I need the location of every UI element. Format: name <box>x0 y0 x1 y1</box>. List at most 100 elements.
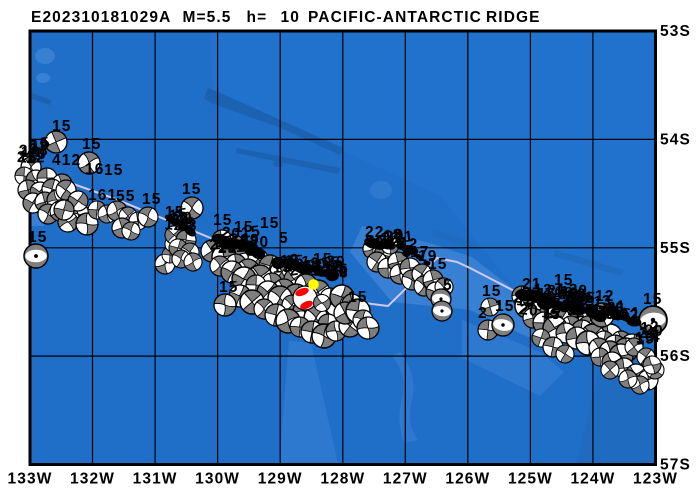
svg-text:161: 161 <box>88 187 117 204</box>
svg-text:19: 19 <box>562 288 582 306</box>
svg-text:20: 20 <box>574 302 596 322</box>
svg-text:19: 19 <box>634 327 656 347</box>
svg-text:132W: 132W <box>70 471 115 488</box>
svg-text:18: 18 <box>303 257 323 275</box>
svg-text:19: 19 <box>272 259 293 277</box>
svg-text:19: 19 <box>380 230 400 247</box>
svg-text:15: 15 <box>28 229 47 246</box>
svg-text:21: 21 <box>288 260 310 280</box>
svg-text:55S: 55S <box>660 240 691 257</box>
svg-text:E202310181029A: E202310181029A <box>31 9 171 26</box>
svg-text:15: 15 <box>386 234 407 253</box>
svg-text:12: 12 <box>164 216 185 235</box>
svg-text:20: 20 <box>384 226 406 246</box>
svg-text:131W: 131W <box>133 471 178 488</box>
svg-text:126W: 126W <box>445 471 490 488</box>
svg-text:123W: 123W <box>633 471 678 488</box>
svg-text:21: 21 <box>606 297 628 317</box>
svg-text:15: 15 <box>634 330 655 349</box>
svg-text:12: 12 <box>21 144 41 161</box>
svg-text:12: 12 <box>218 239 238 256</box>
svg-text:18: 18 <box>178 217 198 234</box>
svg-text:18: 18 <box>238 231 260 251</box>
svg-text:21: 21 <box>312 257 333 276</box>
svg-text:133W: 133W <box>8 471 53 488</box>
svg-text:18: 18 <box>554 284 574 302</box>
svg-text:15: 15 <box>165 204 184 221</box>
svg-text:124W: 124W <box>570 471 615 488</box>
svg-text:15: 15 <box>219 279 238 296</box>
svg-text:412: 412 <box>52 152 81 169</box>
svg-text:12: 12 <box>566 301 586 319</box>
svg-text:15: 15 <box>495 298 514 315</box>
svg-text:12: 12 <box>553 297 574 315</box>
svg-text:22: 22 <box>365 224 384 241</box>
svg-text:57S: 57S <box>660 457 691 474</box>
svg-text:15: 15 <box>610 303 632 323</box>
svg-text:12: 12 <box>533 281 553 299</box>
svg-text:15: 15 <box>428 256 447 273</box>
svg-text:18: 18 <box>215 234 236 253</box>
svg-text:53S: 53S <box>660 23 691 40</box>
svg-text:20: 20 <box>568 281 589 300</box>
svg-text:55: 55 <box>116 188 135 205</box>
svg-text:15: 15 <box>327 259 349 279</box>
svg-text:21: 21 <box>283 258 304 276</box>
svg-text:12: 12 <box>640 318 661 337</box>
svg-text:PACIFIC-ANTARCTIC: PACIFIC-ANTARCTIC <box>308 9 482 26</box>
svg-text:19: 19 <box>418 248 437 265</box>
svg-text:20: 20 <box>221 224 242 243</box>
svg-text:19: 19 <box>280 251 301 270</box>
svg-text:16: 16 <box>85 161 104 178</box>
svg-text:2: 2 <box>478 305 488 322</box>
svg-text:21: 21 <box>574 288 595 307</box>
svg-text:12: 12 <box>543 304 564 323</box>
svg-text:18: 18 <box>28 140 50 160</box>
svg-text:15: 15 <box>643 291 662 308</box>
svg-text:21: 21 <box>540 295 561 313</box>
svg-text:19: 19 <box>169 210 190 228</box>
svg-text:21: 21 <box>639 325 658 342</box>
svg-text:15: 15 <box>234 219 253 236</box>
svg-text:19: 19 <box>605 303 627 323</box>
svg-text:15: 15 <box>175 214 197 234</box>
svg-text:20: 20 <box>519 301 540 320</box>
svg-text:15: 15 <box>540 304 562 324</box>
svg-text:127W: 127W <box>383 471 428 488</box>
svg-text:21: 21 <box>583 292 604 311</box>
svg-text:21: 21 <box>522 276 541 293</box>
svg-text:M=5.5: M=5.5 <box>183 9 232 26</box>
svg-text:3: 3 <box>602 293 612 310</box>
svg-text:128W: 128W <box>320 471 365 488</box>
svg-text:18: 18 <box>566 288 588 308</box>
svg-text:15: 15 <box>218 231 238 249</box>
svg-text:20: 20 <box>209 235 230 254</box>
svg-text:20: 20 <box>597 301 619 321</box>
svg-text:19: 19 <box>576 294 596 311</box>
svg-text:15: 15 <box>30 134 52 154</box>
svg-text:12: 12 <box>230 231 252 251</box>
svg-text:20: 20 <box>26 145 48 165</box>
svg-text:18: 18 <box>329 263 350 282</box>
svg-text:022: 022 <box>610 307 639 324</box>
svg-text:15: 15 <box>182 181 201 198</box>
svg-text:15: 15 <box>537 286 556 303</box>
svg-text:21: 21 <box>385 232 407 252</box>
svg-text:19: 19 <box>558 283 580 303</box>
svg-text:20: 20 <box>173 209 193 227</box>
svg-text:12: 12 <box>367 232 388 251</box>
svg-text:130W: 130W <box>195 471 240 488</box>
svg-text:18: 18 <box>602 305 624 325</box>
svg-text:19: 19 <box>570 291 590 308</box>
svg-text:17: 17 <box>410 244 429 261</box>
svg-text:21: 21 <box>226 235 248 255</box>
svg-text:12: 12 <box>523 286 544 305</box>
svg-text:12: 12 <box>26 149 46 167</box>
svg-text:20: 20 <box>644 322 664 340</box>
svg-text:12: 12 <box>324 258 344 276</box>
svg-text:54S: 54S <box>660 131 691 148</box>
svg-text:15: 15 <box>104 162 123 179</box>
svg-text:20: 20 <box>363 232 385 252</box>
svg-text:129W: 129W <box>258 471 303 488</box>
svg-text:15: 15 <box>142 191 161 208</box>
